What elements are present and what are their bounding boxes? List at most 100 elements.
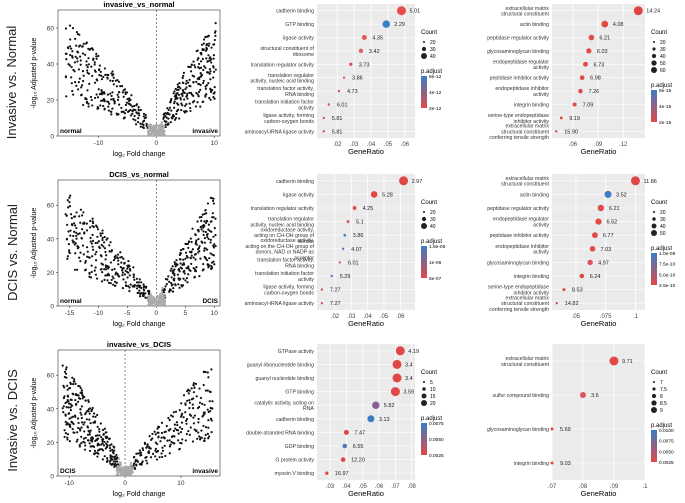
volcano-point: [68, 387, 71, 390]
volcano-point: [131, 112, 134, 115]
volcano-point: [157, 297, 160, 300]
volcano-point: [66, 384, 69, 387]
volcano-point: [98, 68, 101, 71]
volcano-point: [122, 466, 125, 469]
dot-point: [572, 102, 577, 107]
volcano-point: [204, 209, 207, 212]
volcano-point: [138, 278, 141, 281]
dot-value-label: 7.27: [330, 288, 341, 294]
volcano-point: [133, 462, 136, 465]
volcano-point: [118, 470, 121, 474]
volcano-point: [89, 95, 93, 99]
volcano-point: [159, 131, 162, 135]
volcano-point: [177, 432, 180, 435]
dot-value-label: 7.03: [601, 247, 612, 253]
volcano-point: [70, 404, 74, 407]
term-label: peptidase inhibitor activity: [490, 76, 550, 82]
legend-count-label: 50: [660, 231, 666, 237]
term-label: endopeptidase inhibitor: [495, 86, 549, 92]
term-label: conferring tensile strength: [489, 307, 549, 313]
volcano-point: [69, 398, 72, 401]
volcano-point: [197, 431, 200, 434]
volcano-point: [210, 267, 213, 270]
dot-point: [550, 461, 554, 465]
legend-padj-label: 0.0100: [659, 428, 674, 434]
volcano-point: [152, 296, 155, 299]
volcano-point: [210, 419, 213, 422]
y-tick-label: 20: [47, 440, 55, 447]
volcano-point: [214, 217, 217, 220]
dot-value-label: 6.77: [603, 233, 614, 239]
volcano-point: [137, 284, 140, 287]
volcano-point: [112, 452, 115, 455]
volcano-point: [104, 447, 107, 450]
volcano-point: [184, 88, 187, 91]
legend-padj-title: p.adjust: [421, 416, 442, 422]
volcano-point: [153, 125, 156, 129]
volcano-point: [116, 93, 119, 96]
volcano-point: [64, 368, 68, 371]
volcano-point: [159, 440, 162, 443]
legend-padj-bar: [421, 246, 427, 278]
volcano-point: [214, 34, 217, 37]
volcano-point: [213, 227, 216, 230]
x-tick-label: .06: [396, 314, 405, 320]
volcano-point: [199, 396, 203, 400]
volcano-point: [119, 256, 122, 259]
volcano-point: [82, 42, 85, 45]
volcano-point: [124, 92, 127, 96]
volcano-point: [167, 429, 170, 432]
volcano-point: [202, 68, 205, 72]
volcano-point: [126, 98, 129, 101]
volcano-point: [206, 263, 209, 266]
volcano-point: [89, 219, 92, 223]
volcano-point: [93, 449, 97, 452]
volcano-point: [135, 463, 138, 466]
dot-point: [395, 346, 405, 356]
volcano-point: [91, 224, 94, 228]
volcano-point: [178, 81, 181, 85]
volcano-point: [99, 232, 102, 235]
volcano-point: [121, 273, 124, 277]
volcano-point: [66, 438, 69, 441]
volcano-point: [211, 199, 215, 202]
volcano-point: [111, 74, 114, 77]
volcano-point: [110, 110, 113, 113]
volcano-point: [149, 128, 152, 131]
dot-point: [589, 246, 596, 252]
volcano-point: [126, 267, 129, 270]
volcano-point: [168, 418, 171, 422]
volcano-point: [103, 247, 107, 250]
volcano-point: [83, 421, 86, 424]
volcano-point: [83, 232, 86, 235]
volcano-point: [197, 237, 200, 241]
volcano-point: [113, 449, 116, 452]
volcano-point: [100, 436, 103, 439]
volcano-point: [175, 259, 178, 262]
volcano-point: [177, 283, 180, 286]
volcano-point: [148, 435, 151, 438]
volcano-point: [154, 303, 157, 306]
term-label: ligase activity: [283, 36, 314, 42]
volcano-point: [204, 66, 207, 69]
volcano-point: [210, 61, 213, 64]
volcano-point: [72, 93, 75, 96]
volcano-point: [203, 403, 206, 406]
volcano-point: [129, 470, 133, 474]
legend-count-label: 9: [660, 408, 663, 414]
volcano-points: [61, 364, 214, 478]
volcano-point: [100, 91, 103, 95]
volcano-point: [66, 433, 70, 436]
volcano-point: [183, 98, 186, 101]
volcano-point: [147, 127, 150, 130]
volcano-point: [167, 123, 170, 126]
legend-padj-bar: [651, 430, 657, 462]
volcano-point: [92, 248, 95, 251]
volcano-point: [197, 251, 200, 254]
volcano-point: [135, 281, 139, 284]
volcano-point: [113, 465, 116, 469]
volcano-point: [184, 279, 187, 282]
volcano-point: [210, 261, 214, 264]
volcano-point: [171, 290, 175, 293]
legend-padj-label: 0.0075: [429, 421, 444, 427]
